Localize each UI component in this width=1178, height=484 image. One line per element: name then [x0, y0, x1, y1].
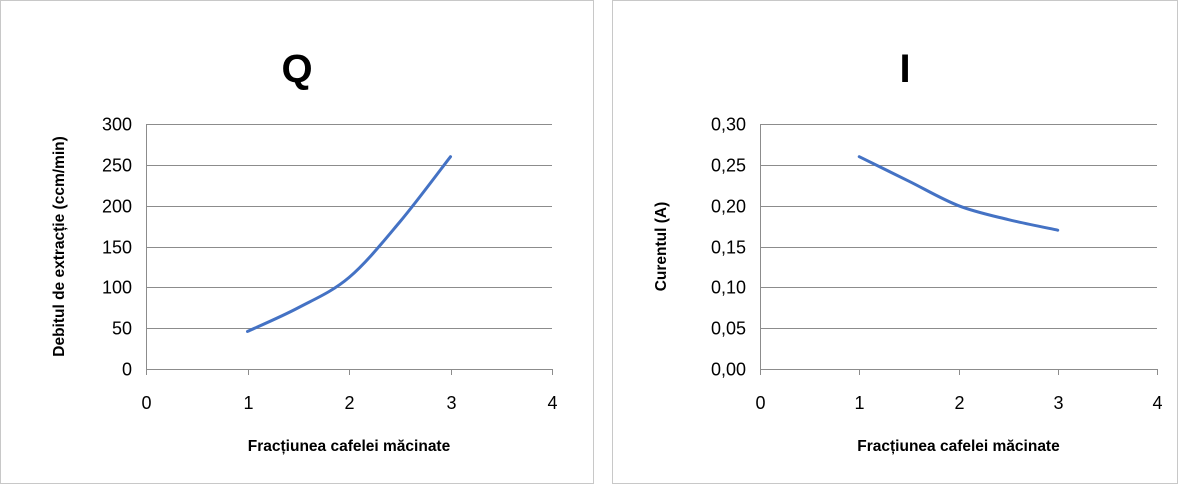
series-line-0 — [246, 155, 452, 333]
y-tick-label: 0,30 — [711, 115, 746, 135]
x-tick-label: 0 — [141, 393, 151, 413]
chart-title: I — [899, 47, 910, 91]
y-tick-label: 150 — [102, 238, 132, 258]
chart-panel-i: I 0,00 0,05 0,10 0,15 0,20 0,25 0,30 0 1 2 3 4 Fracți… — [612, 0, 1178, 484]
y-tick-label: 0,15 — [711, 238, 746, 258]
y-tick-label: 200 — [102, 197, 132, 217]
y-tick-label: 300 — [102, 115, 132, 135]
y-tick-label: 0,05 — [711, 319, 746, 339]
x-tick-label: 2 — [954, 393, 964, 413]
chart-title: Q — [281, 47, 312, 91]
y-tick-label: 0,20 — [711, 197, 746, 217]
x-tick-label: 1 — [243, 393, 253, 413]
x-tick-label: 0 — [755, 393, 765, 413]
y-axis-label: Debitul de extracție (ccm/min) — [51, 136, 68, 357]
x-axis-label: Fracțiunea cafelei măcinate — [248, 438, 451, 455]
y-tick-label: 0,00 — [711, 360, 746, 380]
y-tick-label: 50 — [112, 319, 132, 339]
chart-frame — [0, 0, 594, 484]
x-tick-label: 3 — [1053, 393, 1063, 413]
y-tick-label: 100 — [102, 278, 132, 298]
x-axis-label: Fracțiunea cafelei măcinate — [857, 438, 1060, 455]
y-tick-label: 0,10 — [711, 278, 746, 298]
x-tick-label: 2 — [344, 393, 354, 413]
y-tick-label: 250 — [102, 156, 132, 176]
y-tick-label: 0,25 — [711, 156, 746, 176]
x-tick-label: 4 — [1152, 393, 1162, 413]
x-tick-label: 4 — [547, 393, 557, 413]
series-line-0 — [857, 155, 1060, 232]
chart-q: Q 0 50 100 150 200 250 300 0 1 2 3 4 Fracțiunea cafel… — [0, 0, 594, 484]
y-axis-label: Curentul (A) — [653, 202, 670, 292]
chart-i: I 0,00 0,05 0,10 0,15 0,20 0,25 0,30 0 1 2 3 4 Fracți… — [612, 0, 1178, 484]
x-tick-label: 3 — [446, 393, 456, 413]
y-tick-label: 0 — [122, 360, 132, 380]
x-tick-label: 1 — [854, 393, 864, 413]
chart-frame — [612, 0, 1178, 484]
chart-panel-q: Q 0 50 100 150 200 250 300 0 1 2 3 4 Fracțiunea cafel… — [0, 0, 594, 484]
